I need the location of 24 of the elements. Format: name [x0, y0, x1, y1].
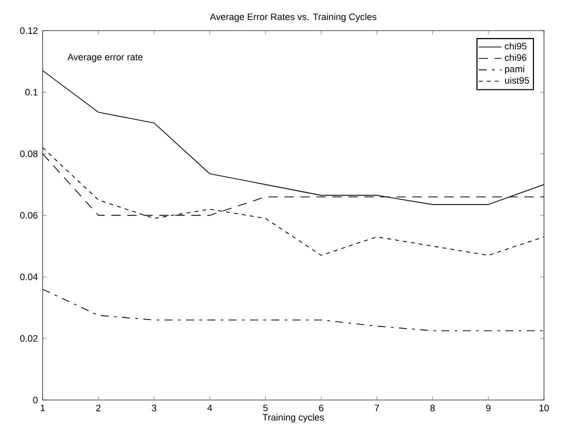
x-tick-label: 1: [40, 404, 45, 412]
x-tick-label: 7: [374, 404, 380, 412]
x-tick-label: 5: [263, 404, 268, 412]
legend-label: chi96: [504, 54, 526, 61]
x-tick-label: 9: [486, 404, 490, 412]
x-tick-label: 2: [96, 404, 101, 412]
x-tick-label: 3: [152, 404, 156, 412]
x-axis-title: Training cycles: [262, 414, 324, 422]
y-tick-label: 0.06: [20, 212, 38, 219]
x-tick-label: 4: [207, 404, 212, 412]
legend-label: pami: [505, 65, 524, 74]
y-tick-label: 0.12: [20, 27, 38, 34]
y-tick-label: 0: [33, 396, 38, 404]
x-tick-label: 6: [319, 404, 324, 412]
x-tick-label: 8: [430, 404, 435, 412]
annotation: Average error rate: [67, 54, 143, 62]
y-tick-label: 0.08: [20, 150, 38, 158]
chart-title: Average Error Rates vs. Training Cycles: [210, 13, 376, 22]
x-tick-label: 10: [540, 404, 549, 412]
legend-label: uist95: [505, 76, 530, 84]
y-tick-label: 0.02: [20, 335, 38, 342]
legend-label: chi95: [504, 42, 526, 50]
y-tick-label: 0.1: [25, 88, 38, 96]
y-tick-label: 0.04: [20, 274, 38, 280]
